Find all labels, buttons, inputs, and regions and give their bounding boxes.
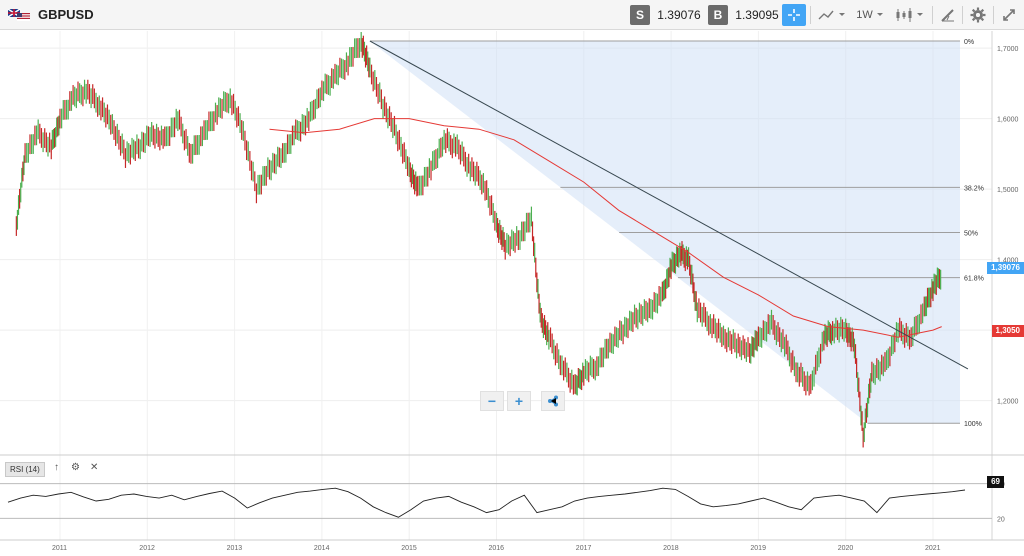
settings-button[interactable] — [966, 4, 990, 26]
buy-price: 1.39095 — [735, 8, 779, 22]
share-icon — [548, 395, 558, 407]
price-axis-label: 1,7000 — [997, 46, 1019, 53]
gear-icon — [970, 7, 986, 23]
toolbar-divider — [810, 6, 811, 24]
time-axis-label: 2019 — [750, 545, 766, 552]
chart-toolbar: GBPUSD S 1.39076 B 1.39095 1W — [0, 0, 1024, 30]
candle-type-button[interactable] — [892, 4, 928, 26]
sell-price: 1.39076 — [657, 8, 701, 22]
ma-price-tag: 1,3050 — [991, 325, 1024, 337]
chart-type-icon — [818, 10, 845, 20]
time-axis-label: 2016 — [489, 545, 505, 552]
draw-icon — [941, 9, 954, 22]
rsi-line — [7, 487, 966, 518]
timeframe-value: 1W — [856, 9, 873, 21]
fibonacci-level-label: 100% — [964, 421, 982, 428]
minus-icon: − — [487, 393, 497, 409]
rsi-axis-label: 20 — [997, 516, 1005, 523]
sell-button[interactable]: S — [628, 4, 652, 26]
symbol-header: GBPUSD — [7, 7, 94, 22]
close-indicator-icon[interactable]: ✕ — [90, 462, 99, 473]
draw-button[interactable] — [936, 4, 960, 26]
plus-icon: + — [514, 393, 524, 409]
moving-average-line — [269, 118, 942, 338]
timeframe-select[interactable]: 1W — [854, 4, 886, 26]
toolbar-divider — [962, 6, 963, 24]
chart-type-button[interactable] — [815, 4, 849, 26]
zoom-out-button[interactable]: − — [480, 391, 504, 411]
price-chart[interactable]: 0% 38.2% 50% 61.8% 100% 1,7000 1,6000 1,5000 1,4… — [0, 31, 1024, 556]
fibonacci-level-label: 50% — [964, 230, 978, 237]
time-axis-label: 2014 — [314, 545, 330, 552]
rsi-indicator-label[interactable]: RSI (14) — [5, 462, 45, 477]
time-axis-label: 2013 — [227, 545, 243, 552]
rsi-value-tag: 69 — [987, 476, 1004, 488]
fullscreen-button[interactable] — [997, 4, 1021, 26]
fibonacci-level-label: 38.2% — [964, 185, 984, 192]
toolbar-divider — [993, 6, 994, 24]
time-axis-label: 2017 — [576, 545, 592, 552]
price-axis-label: 1,6000 — [997, 117, 1019, 124]
fibonacci-level-label: 0% — [964, 39, 974, 46]
price-axis-label: 1,5000 — [997, 187, 1019, 194]
candlestick-icon — [896, 8, 923, 22]
time-axis-label: 2011 — [52, 545, 67, 552]
fibonacci-level-label: 61.8% — [964, 276, 984, 283]
time-axis-label: 2015 — [401, 545, 417, 552]
crosshair-icon — [788, 9, 800, 21]
price-axis-label: 1,4000 — [997, 258, 1019, 265]
indicator-settings-icon[interactable]: ⚙ — [71, 462, 80, 473]
sell-label: S — [630, 5, 650, 25]
fullscreen-icon — [1003, 9, 1015, 21]
move-up-icon[interactable]: ↑ — [54, 462, 59, 473]
time-axis-label: 2020 — [838, 545, 854, 552]
zoom-in-button[interactable]: + — [507, 391, 531, 411]
time-axis-label: 2018 — [663, 545, 679, 552]
buy-label: B — [708, 5, 728, 25]
share-button[interactable] — [541, 391, 565, 411]
last-price-tag: 1,39076 — [987, 262, 1024, 274]
trendline — [369, 40, 969, 370]
price-axis-label: 1,2000 — [997, 399, 1019, 406]
crosshair-button[interactable] — [782, 4, 806, 26]
time-axis-label: 2012 — [139, 545, 155, 552]
currency-flags-icon — [7, 7, 30, 21]
buy-button[interactable]: B — [706, 4, 730, 26]
symbol-name: GBPUSD — [38, 7, 94, 22]
time-axis-label: 2021 — [925, 545, 941, 552]
chevron-down-icon — [876, 13, 883, 16]
toolbar-divider — [932, 6, 933, 24]
